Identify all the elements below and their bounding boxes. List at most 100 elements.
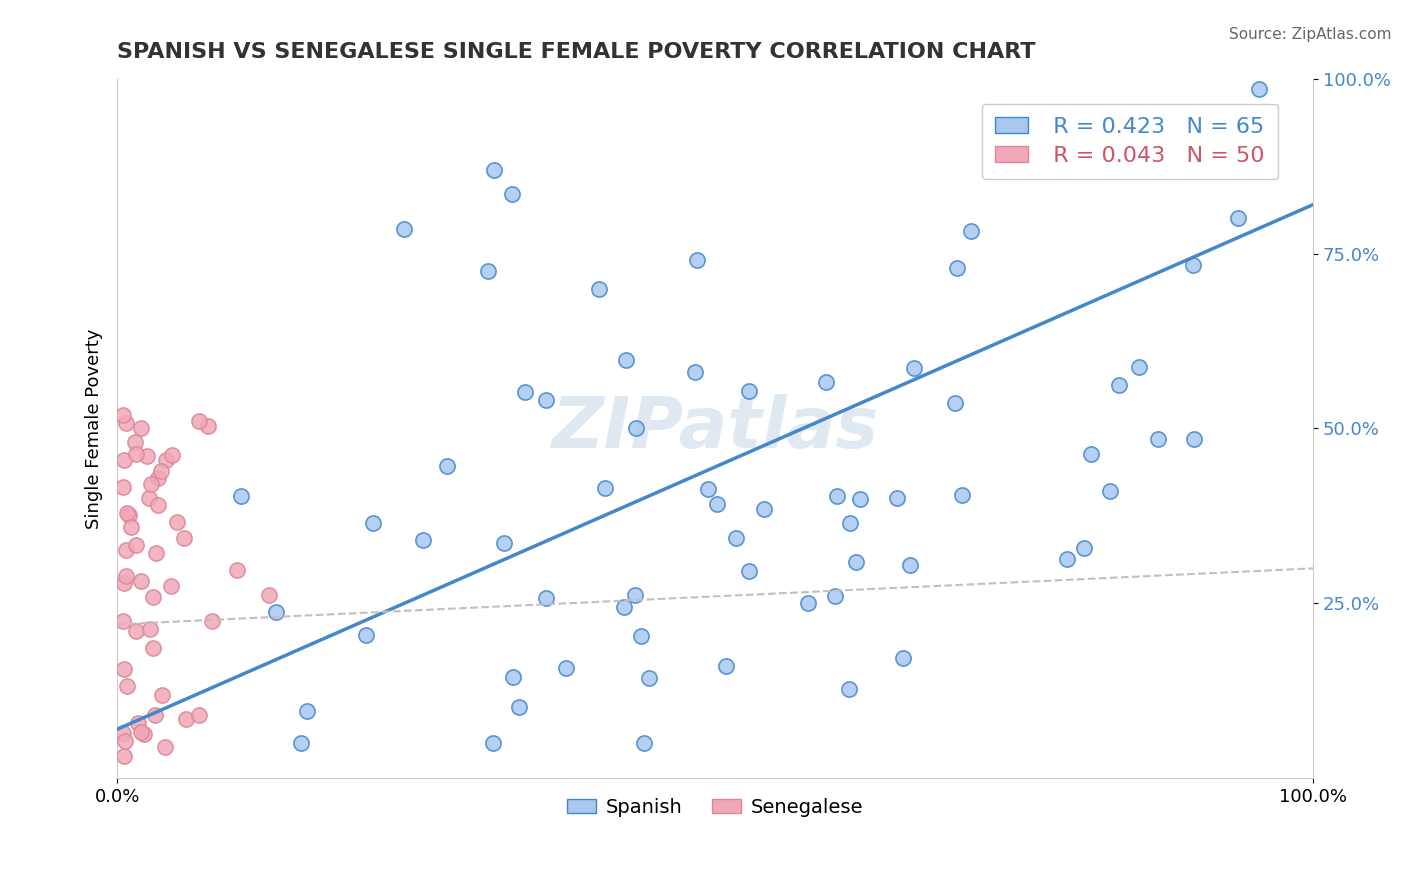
Point — [160, 579, 183, 593]
Point — [143, 707, 166, 722]
Point — [142, 641, 165, 656]
Y-axis label: Single Female Poverty: Single Female Poverty — [86, 328, 103, 529]
Point — [849, 492, 872, 507]
Point — [150, 689, 173, 703]
Point — [225, 564, 247, 578]
Point — [697, 483, 720, 497]
Point — [136, 450, 159, 464]
Point — [141, 477, 163, 491]
Point — [363, 516, 385, 530]
Point — [1249, 82, 1271, 96]
Point — [960, 224, 983, 238]
Point — [624, 420, 647, 434]
Point — [160, 448, 183, 462]
Point — [153, 740, 176, 755]
Point — [290, 736, 312, 750]
Point — [112, 615, 135, 629]
Point — [845, 555, 868, 569]
Point — [1108, 377, 1130, 392]
Point — [508, 699, 530, 714]
Point — [1056, 551, 1078, 566]
Point — [501, 187, 523, 202]
Point — [112, 576, 135, 591]
Point — [595, 481, 617, 495]
Point — [125, 624, 148, 638]
Point — [886, 491, 908, 506]
Point — [891, 651, 914, 665]
Point — [1146, 432, 1168, 446]
Point — [683, 365, 706, 379]
Point — [124, 435, 146, 450]
Point — [815, 375, 838, 389]
Point — [482, 736, 505, 750]
Point — [114, 542, 136, 557]
Point — [112, 662, 135, 676]
Point — [903, 361, 925, 376]
Point — [173, 531, 195, 545]
Point — [188, 414, 211, 428]
Point — [1226, 211, 1249, 225]
Point — [149, 464, 172, 478]
Point — [825, 489, 848, 503]
Text: SPANISH VS SENEGALESE SINGLE FEMALE POVERTY CORRELATION CHART: SPANISH VS SENEGALESE SINGLE FEMALE POVE… — [117, 42, 1036, 62]
Point — [824, 589, 846, 603]
Point — [838, 516, 860, 530]
Point — [502, 670, 524, 684]
Point — [513, 384, 536, 399]
Point — [686, 253, 709, 268]
Point — [412, 533, 434, 548]
Point — [1098, 484, 1121, 499]
Point — [112, 409, 135, 423]
Point — [120, 520, 142, 534]
Point — [796, 595, 818, 609]
Point — [738, 384, 761, 398]
Point — [1080, 447, 1102, 461]
Point — [950, 488, 973, 502]
Point — [166, 515, 188, 529]
Point — [129, 574, 152, 588]
Point — [477, 264, 499, 278]
Legend: Spanish, Senegalese: Spanish, Senegalese — [560, 790, 872, 824]
Point — [112, 452, 135, 467]
Point — [725, 531, 748, 545]
Point — [114, 733, 136, 747]
Point — [614, 352, 637, 367]
Point — [536, 591, 558, 605]
Point — [354, 628, 377, 642]
Point — [900, 558, 922, 572]
Point — [115, 569, 138, 583]
Point — [114, 416, 136, 430]
Point — [148, 499, 170, 513]
Point — [612, 600, 634, 615]
Point — [1182, 432, 1205, 446]
Point — [201, 614, 224, 628]
Point — [155, 453, 177, 467]
Point — [129, 421, 152, 435]
Point — [138, 491, 160, 505]
Point — [838, 681, 860, 696]
Point — [534, 392, 557, 407]
Point — [1073, 541, 1095, 555]
Point — [112, 479, 135, 493]
Point — [946, 260, 969, 275]
Point — [141, 590, 163, 604]
Point — [394, 222, 416, 236]
Point — [716, 658, 738, 673]
Point — [129, 725, 152, 739]
Point — [482, 162, 505, 177]
Point — [187, 707, 209, 722]
Point — [264, 605, 287, 619]
Point — [132, 727, 155, 741]
Point — [112, 748, 135, 763]
Point — [148, 471, 170, 485]
Point — [125, 447, 148, 461]
Point — [197, 419, 219, 434]
Point — [1128, 360, 1150, 375]
Point — [633, 736, 655, 750]
Point — [112, 726, 135, 740]
Point — [588, 282, 610, 296]
Point — [145, 546, 167, 560]
Point — [127, 716, 149, 731]
Point — [118, 508, 141, 522]
Point — [494, 536, 516, 550]
